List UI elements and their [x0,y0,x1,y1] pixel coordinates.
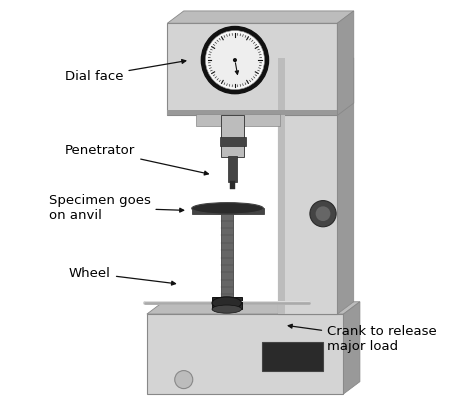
Text: Wheel: Wheel [69,267,175,285]
Circle shape [310,201,336,227]
FancyBboxPatch shape [229,181,235,189]
Polygon shape [167,11,354,23]
FancyBboxPatch shape [221,115,245,157]
FancyBboxPatch shape [192,208,264,214]
FancyBboxPatch shape [167,111,337,115]
FancyBboxPatch shape [228,156,237,182]
Circle shape [175,371,193,388]
FancyBboxPatch shape [212,297,242,309]
Text: Specimen goes
on anvil: Specimen goes on anvil [48,194,183,222]
Circle shape [208,33,262,87]
FancyBboxPatch shape [262,342,323,372]
Polygon shape [344,302,360,394]
Polygon shape [337,58,354,314]
Text: Penetrator: Penetrator [65,144,209,175]
FancyBboxPatch shape [278,58,285,314]
Ellipse shape [192,203,264,214]
Ellipse shape [212,297,242,309]
Circle shape [205,30,264,90]
FancyBboxPatch shape [220,214,233,305]
FancyBboxPatch shape [167,23,337,115]
Text: Dial face: Dial face [65,60,186,83]
FancyBboxPatch shape [147,314,344,394]
FancyBboxPatch shape [278,58,337,314]
FancyBboxPatch shape [220,137,246,146]
Ellipse shape [212,305,242,313]
Polygon shape [147,302,360,314]
Text: Crank to release
major load: Crank to release major load [288,324,437,353]
Circle shape [201,26,269,94]
FancyBboxPatch shape [196,114,280,126]
Polygon shape [337,11,354,115]
Circle shape [316,206,330,221]
Circle shape [233,58,237,62]
